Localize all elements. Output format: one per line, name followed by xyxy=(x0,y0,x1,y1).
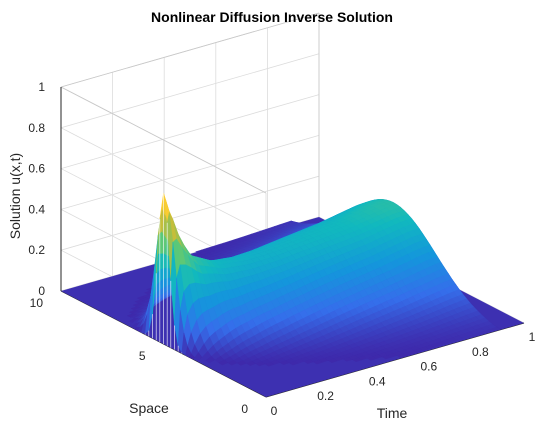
x-axis-label: Time xyxy=(377,405,408,421)
z-tick-label: 0 xyxy=(38,284,45,298)
box-edge xyxy=(60,12,320,88)
grid-line xyxy=(60,175,320,251)
x-tick-label: 0 xyxy=(271,404,278,418)
surface-patch xyxy=(366,356,377,361)
z-axis-label: Solution u(x,t) xyxy=(7,153,23,239)
grid-line xyxy=(60,53,320,129)
z-tick-label: 0.6 xyxy=(28,162,45,176)
surface-patch xyxy=(312,359,324,365)
surface-patch xyxy=(264,361,275,367)
surface-patch xyxy=(396,353,407,358)
y-tick-label: 10 xyxy=(30,296,44,310)
x-tick-label: 0.6 xyxy=(420,360,437,374)
x-tick-label: 0.4 xyxy=(369,374,386,388)
grid-line xyxy=(60,134,320,210)
surface-patch xyxy=(288,360,299,366)
surface-patch xyxy=(351,357,363,362)
chart-title: Nonlinear Diffusion Inverse Solution xyxy=(151,9,393,25)
x-tick-label: 0.2 xyxy=(317,389,334,403)
surface-patch xyxy=(327,358,338,363)
z-tick-label: 0.4 xyxy=(28,202,45,216)
x-tick-label: 1 xyxy=(529,330,536,344)
y-axis-label: Space xyxy=(129,400,169,416)
y-tick-label: 0 xyxy=(241,402,248,416)
box-edge xyxy=(60,86,267,194)
z-tick-label: 0.2 xyxy=(28,243,45,257)
x-tick-label: 0.8 xyxy=(472,345,489,359)
surface-plot xyxy=(61,192,524,397)
z-tick-label: 1 xyxy=(38,80,45,94)
grid-line xyxy=(60,94,320,169)
z-tick-label: 0.8 xyxy=(28,121,45,135)
y-tick-label: 5 xyxy=(139,349,146,363)
surface-patch xyxy=(381,354,392,360)
